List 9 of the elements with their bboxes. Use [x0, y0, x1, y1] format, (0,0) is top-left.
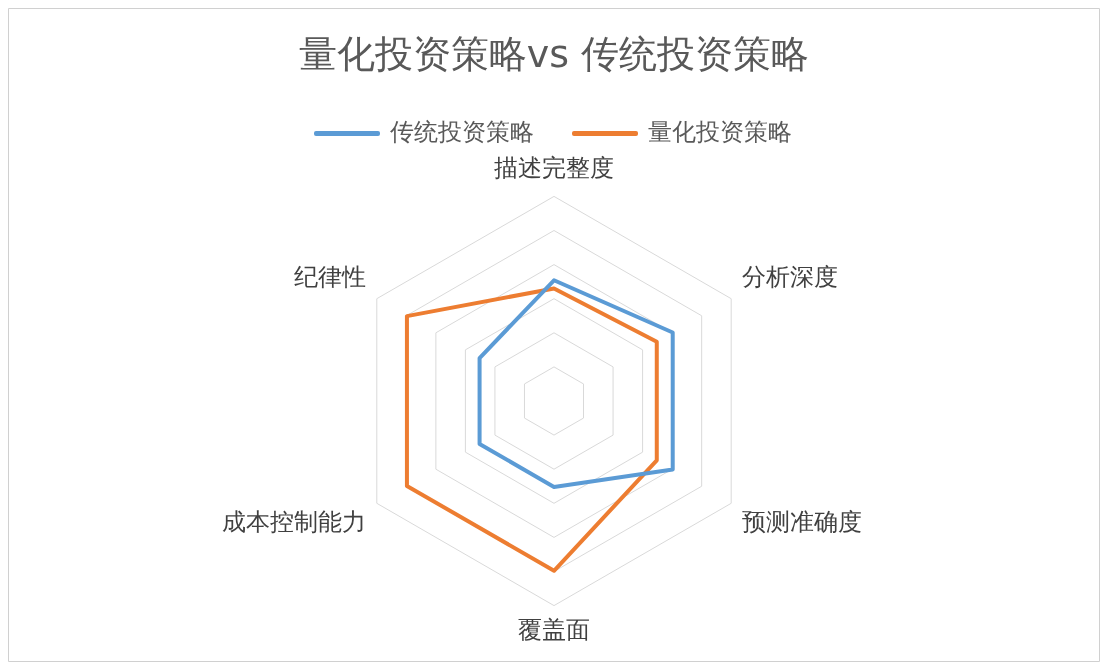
spoke-label: 覆盖面: [518, 616, 590, 645]
spoke-label: 分析深度: [741, 262, 838, 291]
legend-label: 传统投资策略: [390, 117, 534, 146]
spoke-label: 描述完整度: [494, 154, 614, 183]
chart-title: 量化投资策略vs 传统投资策略: [298, 31, 810, 76]
spoke-label: 成本控制能力: [222, 507, 367, 536]
spoke-label: 纪律性: [294, 262, 367, 291]
legend-label: 量化投资策略: [648, 117, 792, 146]
spoke-label: 预测准确度: [741, 507, 862, 536]
